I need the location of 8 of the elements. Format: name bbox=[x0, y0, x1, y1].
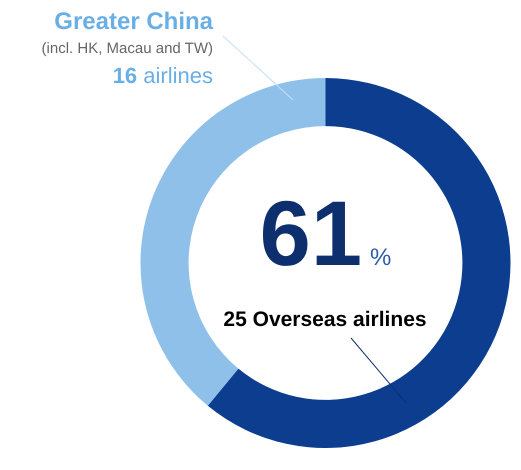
text: % bbox=[370, 244, 392, 272]
text: (incl. HK, Macau and TW) bbox=[42, 40, 213, 57]
slice-label: Overseas airlines bbox=[252, 308, 427, 331]
text: 61 bbox=[260, 183, 362, 285]
data-label: 25 bbox=[223, 308, 247, 331]
slice-label: Greater China bbox=[53, 8, 213, 36]
data-label: 16 bbox=[112, 63, 138, 88]
text: airlines bbox=[143, 63, 213, 88]
